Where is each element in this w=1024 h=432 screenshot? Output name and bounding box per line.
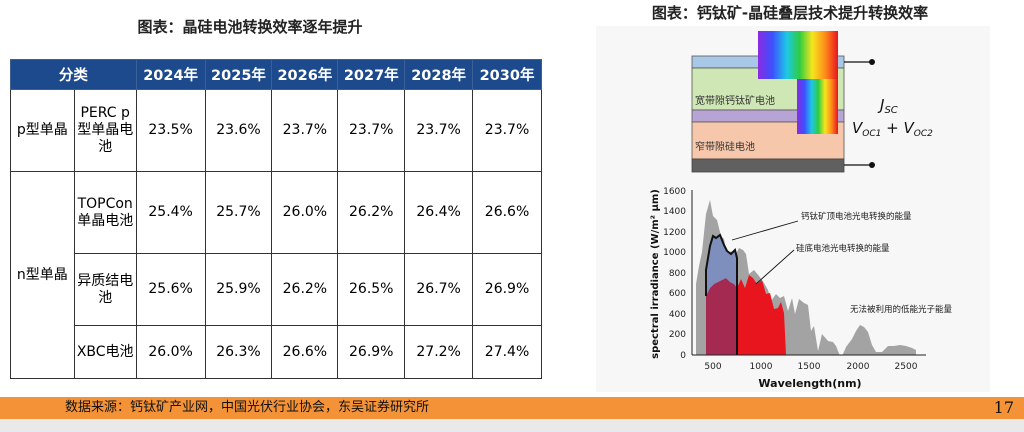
top-terminal <box>869 59 875 65</box>
table-cell: 26.3% <box>204 325 273 379</box>
source-note: 数据来源：钙钛矿产业网，中国光伏行业协会，东吴证券研究所 <box>65 400 430 415</box>
table-cell: 26.0% <box>271 171 339 254</box>
y-axis-ticks: 1600 1400 1200 1000 800 600 400 200 0 <box>663 187 686 361</box>
table-cell: 26.6% <box>271 325 339 379</box>
table-cell: 25.7% <box>204 171 273 254</box>
bottom-terminal <box>869 162 875 168</box>
silicon-energy-area <box>737 275 786 355</box>
table-row: XBC电池 26.0% 26.3% 26.6% 26.9% 27.2% 27.4… <box>11 325 542 379</box>
table-cell: 26.0% <box>135 325 206 379</box>
row-label: TOPCon单晶电池 <box>73 171 137 254</box>
table-row: p型单晶 PERC p型单晶电池 23.5% 23.6% 23.7% 23.7%… <box>10 89 542 172</box>
table-cell: 26.9% <box>337 325 406 379</box>
table-cell: 26.9% <box>472 253 542 326</box>
header-year: 2028年 <box>404 59 474 90</box>
table-row: n型单晶 TOPCon单晶电池 25.4% 25.7% 26.0% 26.2% … <box>10 171 542 379</box>
y-tick-label: 1000 <box>663 248 686 258</box>
spectrum-plot: 1600 1400 1200 1000 800 600 400 200 0 50… <box>650 187 953 390</box>
header-year: 2024年 <box>135 59 206 90</box>
table-cell: 27.4% <box>472 325 542 379</box>
silicon-pointer <box>755 249 795 285</box>
x-tick-label: 1500 <box>798 362 821 372</box>
tandem-figure: 宽带隙钙钛矿电池 窄带隙硅电池 JSC VOC1 + VOC2 1600 140… <box>596 26 990 392</box>
page-number: 17 <box>993 398 1014 417</box>
group-label: p型单晶 <box>10 89 75 172</box>
table-cell: 25.9% <box>204 253 273 326</box>
unused-annotation: 无法被利用的低能光子能量 <box>850 304 953 315</box>
table-cell: 25.6% <box>135 253 206 326</box>
header-year: 2026年 <box>271 59 339 90</box>
y-tick-label: 400 <box>669 310 686 320</box>
table-cell: 23.7% <box>404 89 474 172</box>
perovskite-annotation: 钙钛矿顶电池光电转换的能量 <box>801 211 912 222</box>
table-cell: 26.7% <box>404 253 474 326</box>
voc-label: VOC1 + VOC2 <box>852 119 933 139</box>
bottom-layer-label: 窄带隙硅电池 <box>695 140 755 153</box>
perovskite-energy-area <box>706 235 737 296</box>
y-tick-label: 200 <box>669 330 686 340</box>
table-cell: 23.5% <box>135 89 206 172</box>
tandem-figure-svg: 宽带隙钙钛矿电池 窄带隙硅电池 JSC VOC1 + VOC2 1600 140… <box>650 31 953 390</box>
y-tick-label: 0 <box>680 351 686 361</box>
x-tick-label: 1000 <box>750 362 773 372</box>
x-tick-label: 2500 <box>895 362 918 372</box>
table-cell: 27.2% <box>404 325 474 379</box>
incident-light-spectrum <box>758 31 838 79</box>
y-axis-label: spectral irradiance (W/m² μm) <box>650 189 661 359</box>
cell-stack: 宽带隙钙钛矿电池 窄带隙硅电池 JSC VOC1 + VOC2 <box>691 31 933 173</box>
table-cell: 26.4% <box>404 171 474 254</box>
header-year: 2025年 <box>204 59 273 90</box>
header-category: 分类 <box>10 59 137 90</box>
figure-title: 图表：钙钛矿-晶硅叠层技术提升转换效率 <box>651 4 929 22</box>
table-cell: 23.7% <box>337 89 406 172</box>
y-tick-label: 1600 <box>663 187 686 197</box>
x-axis-ticks: 500 1000 1500 2000 2500 <box>704 362 917 372</box>
y-tick-label: 1400 <box>663 207 686 217</box>
table-cell: 26.6% <box>472 171 542 254</box>
row-label: XBC电池 <box>73 325 137 379</box>
perovskite-pointer <box>731 220 799 241</box>
table-header-row: 分类 2024年 2025年 2026年 2027年 2028年 2030年 <box>10 59 542 90</box>
row-label: PERC p型单晶电池 <box>73 89 137 172</box>
table-cell: 25.4% <box>135 171 206 254</box>
y-tick-label: 1200 <box>663 228 686 238</box>
x-axis-label: Wavelength(nm) <box>758 377 861 390</box>
table-cell: 26.2% <box>271 253 339 326</box>
silicon-annotation: 硅底电池光电转换的能量 <box>796 243 890 254</box>
table-cell: 23.7% <box>271 89 339 172</box>
overlap-energy-area <box>706 278 737 355</box>
header-year: 2030年 <box>472 59 542 90</box>
bottom-strip <box>0 419 1024 432</box>
x-tick-label: 500 <box>704 362 721 372</box>
bottom-electrode-layer <box>691 158 845 173</box>
table-cell: 23.6% <box>204 89 273 172</box>
y-tick-label: 600 <box>669 289 686 299</box>
footer-bar: 数据来源：钙钛矿产业网，中国光伏行业协会，东吴证券研究所 17 <box>0 397 1024 419</box>
group-label: n型单晶 <box>10 171 75 379</box>
table-cell: 26.2% <box>337 171 406 254</box>
perovskite-outline <box>705 233 738 355</box>
jsc-label: JSC <box>877 96 898 116</box>
table-cell: 23.7% <box>472 89 542 172</box>
header-year: 2027年 <box>337 59 406 90</box>
top-layer-label: 宽带隙钙钛矿电池 <box>695 94 775 107</box>
table-chart-title: 图表：晶硅电池转换效率逐年提升 <box>137 18 363 36</box>
efficiency-table: 分类 2024年 2025年 2026年 2027年 2028年 2030年 p… <box>10 59 542 379</box>
transmitted-light-spectrum <box>797 79 838 134</box>
table-cell: 26.5% <box>337 253 406 326</box>
y-tick-label: 800 <box>669 269 686 279</box>
table-row: 异质结电池 25.6% 25.9% 26.2% 26.5% 26.7% 26.9… <box>11 253 542 326</box>
x-tick-label: 2000 <box>847 362 870 372</box>
row-label: 异质结电池 <box>73 253 137 326</box>
